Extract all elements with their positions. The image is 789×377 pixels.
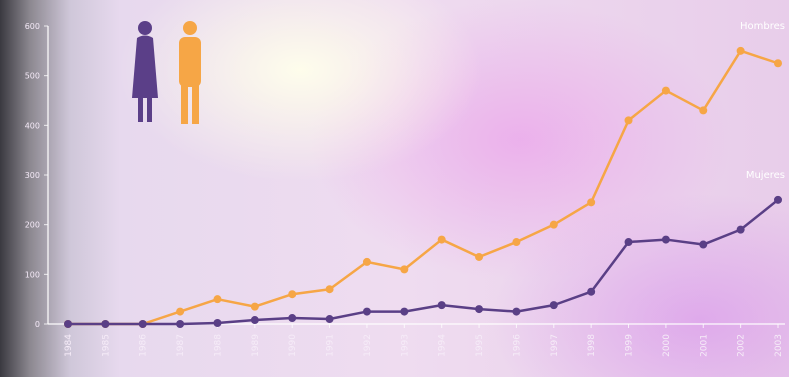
series-label-hombres: Hombres	[740, 21, 785, 32]
data-point-hombres	[288, 290, 297, 299]
y-tick-label: 600	[25, 22, 40, 31]
data-point-hombres	[624, 116, 633, 125]
x-tick-label: 2000	[662, 334, 672, 357]
x-tick-label: 1992	[363, 334, 373, 357]
data-point-mujeres	[64, 320, 72, 328]
series-line-mujeres	[68, 198, 779, 326]
x-tick-label: 1998	[587, 334, 597, 357]
data-point-mujeres	[624, 238, 633, 247]
data-point-mujeres	[699, 240, 708, 249]
y-tick-label: 400	[25, 121, 40, 130]
x-tick-label: 1994	[438, 334, 448, 357]
y-tick-label: 0	[35, 320, 40, 329]
x-tick-label: 1988	[213, 334, 223, 357]
data-point-hombres	[213, 295, 222, 304]
data-point-hombres	[587, 198, 596, 207]
data-point-mujeres	[325, 315, 334, 324]
data-point-hombres	[512, 238, 521, 247]
data-point-mujeres	[512, 307, 521, 316]
data-point-hombres	[736, 46, 745, 55]
x-tick-label: 1999	[625, 334, 635, 357]
data-point-mujeres	[101, 320, 110, 328]
data-point-mujeres	[138, 320, 147, 328]
male-figure-icon	[172, 18, 208, 126]
series-label-mujeres: Mujeres	[746, 170, 785, 181]
data-point-mujeres	[661, 235, 670, 244]
x-tick-label: 1996	[512, 334, 522, 357]
data-point-mujeres	[437, 301, 446, 310]
x-tick-label: 1993	[400, 334, 410, 357]
data-point-mujeres	[213, 319, 222, 328]
x-tick-label: 1985	[101, 334, 111, 357]
y-tick-label: 500	[25, 72, 40, 81]
data-point-hombres	[549, 220, 558, 229]
data-point-mujeres	[549, 301, 558, 310]
x-tick-label: 2001	[699, 334, 709, 357]
x-tick-label: 1990	[288, 334, 298, 357]
x-tick-label: 1997	[550, 334, 560, 357]
data-point-hombres	[661, 86, 670, 95]
data-point-mujeres	[400, 307, 409, 316]
female-figure-icon	[128, 18, 162, 126]
data-point-hombres	[437, 235, 446, 244]
x-tick-label: 1989	[251, 334, 261, 357]
x-tick-label: 2002	[737, 334, 747, 357]
data-point-mujeres	[176, 320, 185, 328]
y-tick-label: 200	[25, 221, 40, 230]
data-point-hombres	[250, 302, 259, 311]
data-point-mujeres	[736, 225, 745, 234]
x-tick-label: 1991	[326, 334, 336, 357]
data-point-hombres	[774, 59, 782, 68]
series-line-hombres	[68, 49, 779, 326]
data-point-hombres	[475, 252, 484, 261]
data-point-hombres	[176, 307, 185, 316]
x-tick-label: 1995	[475, 334, 485, 357]
y-tick-label: 300	[25, 171, 40, 180]
data-point-mujeres	[288, 314, 297, 323]
data-point-mujeres	[774, 195, 782, 204]
data-point-mujeres	[362, 307, 371, 316]
data-point-hombres	[699, 106, 708, 115]
data-point-hombres	[400, 265, 409, 274]
data-point-mujeres	[587, 287, 596, 296]
x-tick-label: 1984	[64, 334, 74, 357]
data-point-mujeres	[475, 305, 484, 314]
data-point-hombres	[362, 257, 371, 266]
data-point-hombres	[325, 285, 334, 294]
x-tick-label: 1987	[176, 334, 186, 357]
y-tick-label: 100	[25, 270, 40, 279]
x-tick-label: 2003	[774, 334, 784, 357]
x-tick-label: 1986	[139, 334, 149, 357]
data-point-mujeres	[250, 316, 259, 325]
